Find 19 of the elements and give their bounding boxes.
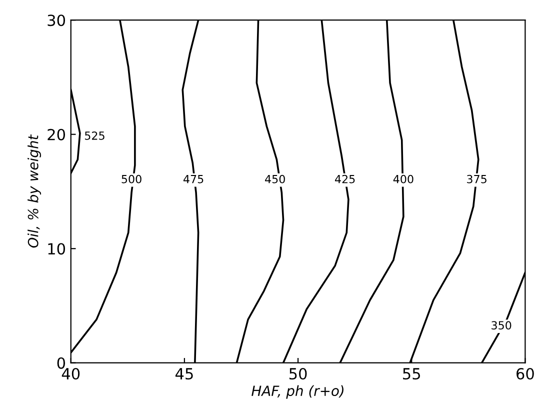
- annotation: 350: [492, 321, 512, 330]
- annotation: 500: [122, 174, 142, 184]
- x-tick-label: 40: [62, 368, 80, 380]
- y-tick-label: 20: [48, 128, 66, 140]
- y-tick-label: 30: [48, 14, 66, 26]
- y-tick-label: 0: [57, 357, 66, 369]
- annotation: 525: [84, 131, 104, 140]
- annotation: 450: [265, 174, 285, 184]
- x-tick-label: 50: [289, 368, 307, 380]
- x-tick-label: 55: [403, 368, 420, 380]
- x-axis-title: HAF, ph (r+o): [252, 385, 344, 399]
- annotation: 425: [334, 174, 355, 184]
- x-tick-label: 45: [175, 368, 193, 380]
- annotation: 400: [393, 174, 414, 184]
- annotation: 475: [183, 175, 204, 184]
- y-axis-title: Oil, % by weight: [28, 134, 42, 248]
- y-tick-label: 10: [48, 243, 66, 255]
- annotation: 375: [467, 174, 486, 184]
- x-tick-label: 60: [516, 368, 534, 380]
